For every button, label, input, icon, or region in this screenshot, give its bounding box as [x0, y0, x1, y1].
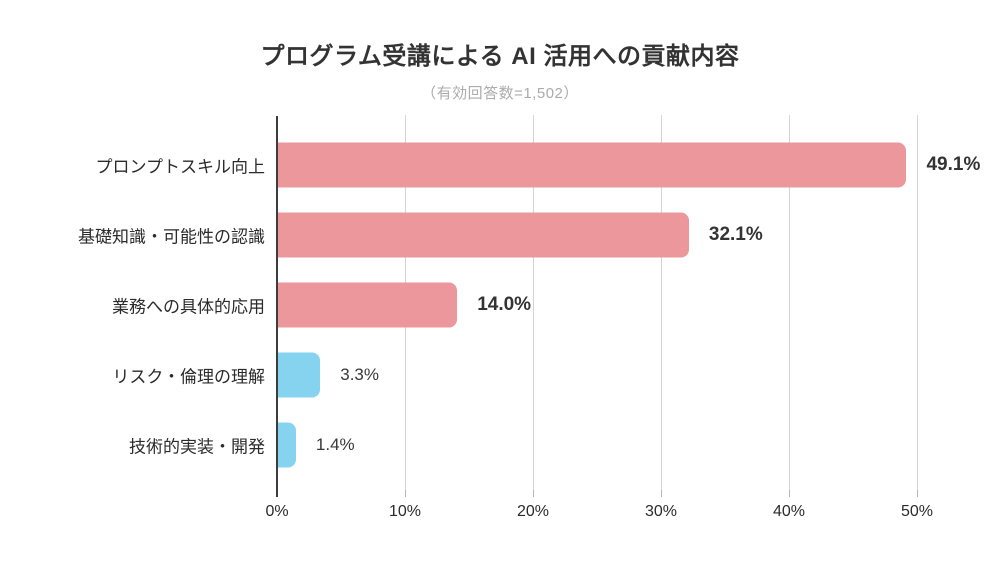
- gridline: [789, 115, 790, 490]
- gridline: [533, 115, 534, 490]
- value-label: 32.1%: [708, 224, 763, 245]
- x-axis-tick: [789, 490, 790, 497]
- chart-subtitle: （有効回答数=1,502）: [421, 85, 579, 102]
- bar: [278, 422, 296, 468]
- chart-title: プログラム受講による AI 活用への貢献内容: [260, 43, 740, 70]
- category-label: 業務への具体的応用: [112, 297, 265, 317]
- x-tick-label: 50%: [900, 503, 934, 520]
- bar: [278, 282, 458, 328]
- value-label: 14.0%: [477, 294, 532, 315]
- category-label: リスク・倫理の理解: [112, 367, 265, 387]
- category-label: 技術的実装・開発: [129, 437, 265, 457]
- bar: [278, 352, 321, 398]
- value-label: 3.3%: [340, 365, 379, 384]
- x-axis-tick: [661, 490, 662, 497]
- y-axis-line: [276, 116, 278, 497]
- x-tick-label: 10%: [388, 503, 422, 520]
- bar: [278, 142, 907, 188]
- category-label: プロンプトスキル向上: [95, 157, 266, 177]
- value-label: 49.1%: [926, 154, 981, 175]
- x-tick-label: 20%: [516, 503, 550, 520]
- gridline: [661, 115, 662, 490]
- value-label: 1.4%: [315, 435, 355, 454]
- x-axis-tick: [533, 490, 534, 497]
- x-axis-tick: [917, 490, 918, 497]
- x-tick-label: 0%: [265, 503, 289, 520]
- gridline: [917, 115, 918, 490]
- x-tick-label: 40%: [772, 503, 806, 520]
- x-tick-label: 30%: [644, 503, 678, 520]
- x-axis-tick: [405, 490, 406, 497]
- bar: [278, 212, 689, 258]
- category-label: 基礎知識・可能性の認識: [78, 227, 265, 247]
